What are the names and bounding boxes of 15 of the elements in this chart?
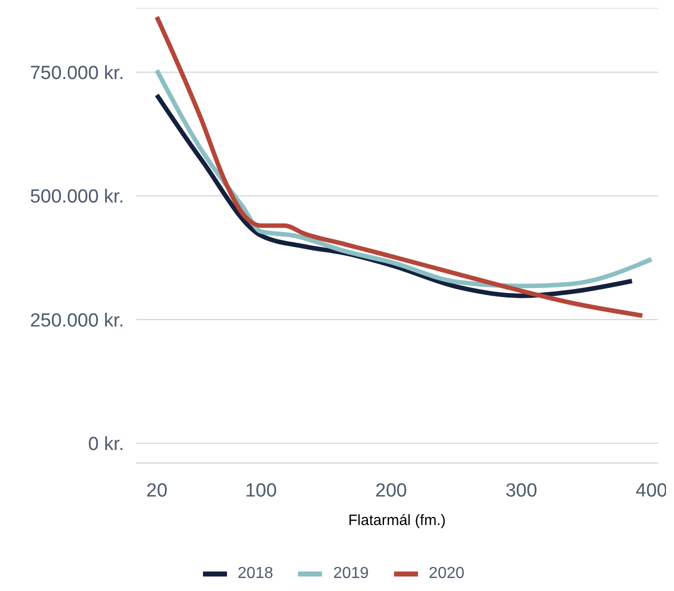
legend-label: 2019 bbox=[332, 565, 369, 583]
y-tick-label: 500.000 kr. bbox=[30, 186, 124, 208]
x-tick-label: 200 bbox=[375, 480, 407, 502]
line-series bbox=[154, 92, 634, 298]
x-axis-title: Flatarmál (fm.) bbox=[348, 512, 446, 529]
x-tick-label: 100 bbox=[245, 480, 277, 502]
x-tick-label: 300 bbox=[505, 480, 538, 502]
x-tick-label: 20 bbox=[146, 480, 168, 502]
line-series bbox=[154, 68, 654, 288]
legend-label: 2020 bbox=[428, 565, 464, 583]
legend-label: 2018 bbox=[236, 565, 274, 583]
y-tick-label: 750.000 kr. bbox=[30, 63, 124, 84]
y-tick-label: 250.000 kr. bbox=[30, 310, 124, 332]
line-series bbox=[154, 14, 645, 318]
y-tick-label: 0 kr. bbox=[88, 434, 124, 455]
